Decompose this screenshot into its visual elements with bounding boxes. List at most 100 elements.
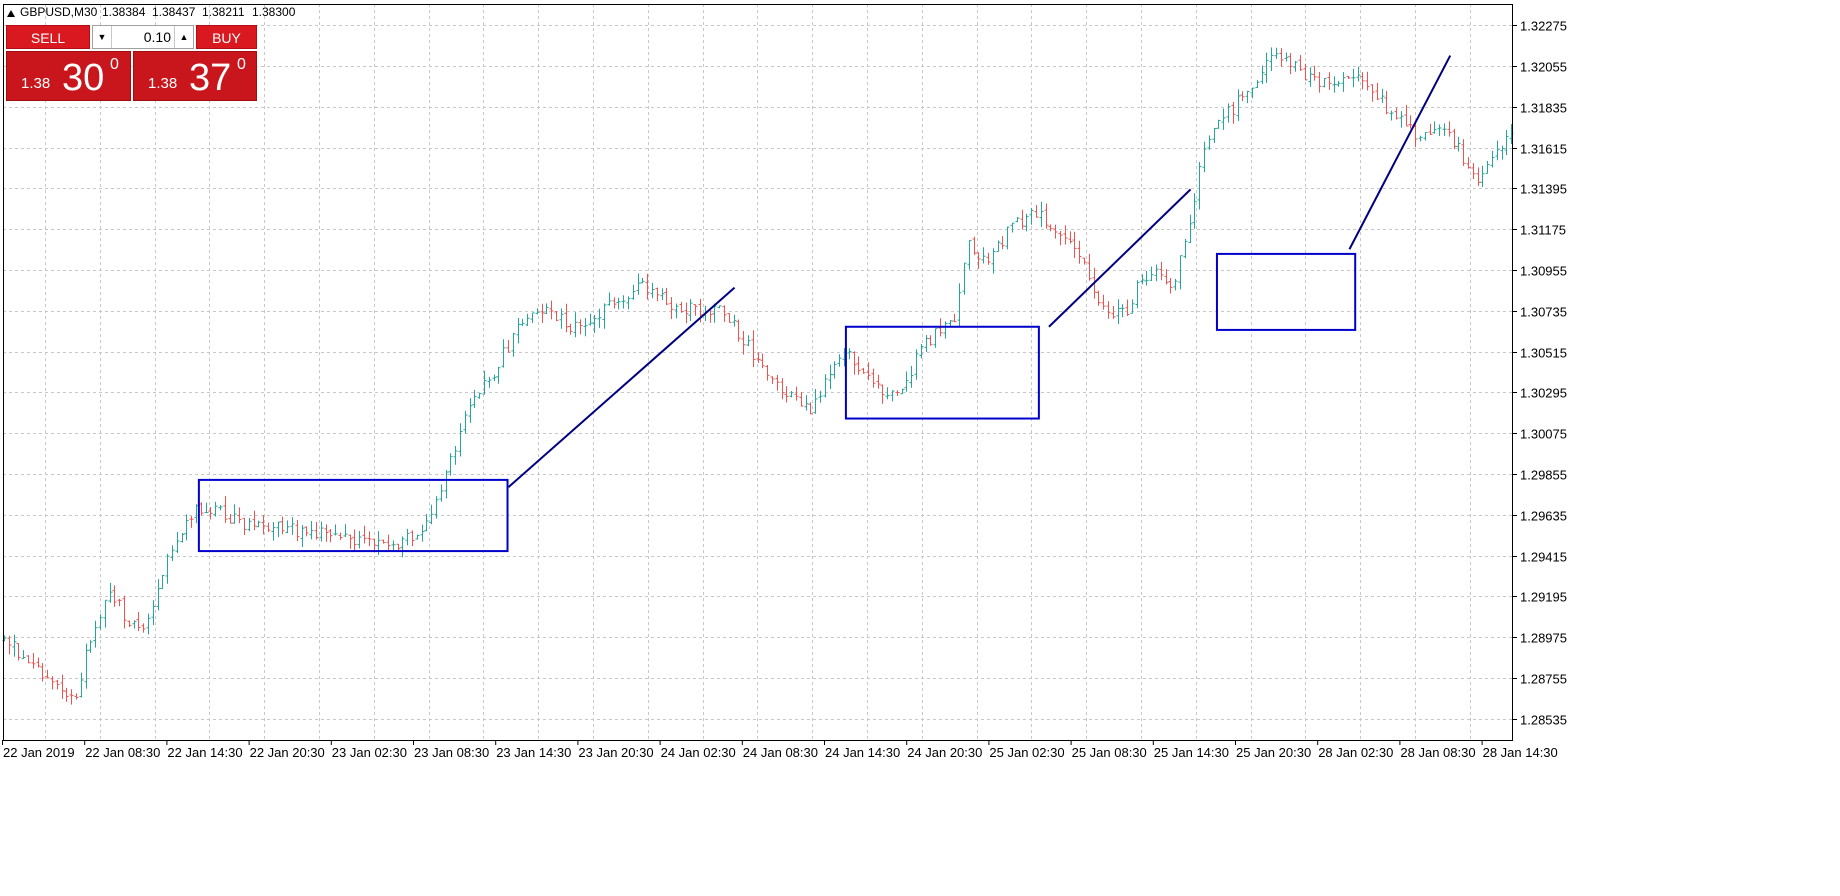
price-bar: [468, 398, 473, 423]
price-bar: [501, 339, 506, 368]
price-label: 1.31395: [1520, 182, 1567, 197]
price-bar: [1317, 71, 1322, 93]
sell-price-pips: 30: [62, 57, 105, 99]
price-bar: [948, 319, 953, 327]
price-bar: [261, 515, 266, 535]
price-bar: [69, 689, 74, 705]
price-bar: [1101, 294, 1106, 310]
price-bar: [1260, 65, 1265, 85]
price-bar: [1116, 299, 1121, 325]
price-label: 1.30295: [1520, 386, 1567, 401]
price-bar: [530, 312, 535, 323]
price-bar: [693, 304, 698, 316]
price-bar: [1360, 72, 1365, 90]
price-bar: [21, 650, 26, 660]
price-bar: [1173, 278, 1178, 291]
lot-size-input[interactable]: ▼ 0.10 ▲: [92, 25, 194, 49]
price-bar: [93, 620, 98, 648]
time-label: 24 Jan 08:30: [743, 745, 818, 760]
price-bar: [852, 351, 857, 375]
price-bar: [285, 520, 290, 534]
price-bar: [453, 446, 458, 465]
buy-button[interactable]: BUY: [196, 25, 257, 49]
price-bar: [1125, 299, 1130, 316]
price-bar: [890, 390, 895, 402]
drawing-objects[interactable]: [197, 55, 1452, 553]
price-bar: [103, 599, 108, 628]
trend-line[interactable]: [1048, 188, 1192, 328]
price-bar: [88, 640, 93, 653]
price-bar: [722, 305, 727, 322]
lot-increase-arrow-icon[interactable]: ▲: [174, 26, 193, 48]
price-bar: [1476, 167, 1481, 186]
price-bar: [655, 287, 660, 302]
consolidation-rectangle[interactable]: [844, 325, 1040, 420]
price-bar: [1365, 71, 1370, 91]
time-label: 28 Jan 14:30: [1483, 745, 1558, 760]
price-bar: [256, 520, 261, 528]
price-bar: [871, 368, 876, 388]
price-bar: [1135, 280, 1140, 309]
price-bar: [1341, 72, 1346, 92]
price-bar: [1423, 131, 1428, 141]
price-bar: [525, 313, 530, 327]
chart-frame: [3, 4, 1513, 741]
price-bar: [1197, 161, 1202, 210]
price-bar: [1063, 225, 1068, 245]
consolidation-rectangle[interactable]: [1215, 252, 1357, 331]
price-bar: [1188, 214, 1193, 244]
price-bar: [751, 330, 756, 368]
lot-decrease-arrow-icon[interactable]: ▼: [93, 26, 112, 48]
price-label: 1.31175: [1520, 223, 1566, 238]
time-label: 23 Jan 14:30: [496, 745, 571, 760]
price-bar: [60, 674, 65, 699]
price-bar: [775, 374, 780, 391]
price-bar: [45, 669, 50, 679]
price-axis: 1.32275 1.32055 1.31835 1.31615 1.31395 1.311…: [3, 4, 1567, 741]
price-bar: [823, 374, 828, 398]
price-bar: [717, 305, 722, 309]
price-bar: [1418, 135, 1423, 142]
price-bar: [904, 371, 909, 392]
price-bar: [367, 531, 372, 547]
price-bar: [1015, 216, 1020, 223]
price-bar: [290, 517, 295, 535]
trend-line[interactable]: [507, 286, 736, 488]
price-label: 1.30955: [1520, 264, 1567, 279]
price-bar: [1432, 121, 1437, 134]
sell-price-fraction: 0: [110, 56, 119, 73]
price-bar: [1269, 47, 1274, 72]
price-label: 1.30075: [1520, 427, 1567, 442]
sell-button[interactable]: SELL: [6, 25, 90, 49]
time-label: 24 Jan 14:30: [825, 745, 900, 760]
buy-price-quote[interactable]: 1.38 37 0: [133, 51, 257, 101]
sell-price-prefix: 1.38: [21, 75, 51, 92]
sell-price-quote[interactable]: 1.38 30 0: [6, 51, 131, 101]
price-bar: [924, 335, 929, 353]
price-bar: [1039, 201, 1044, 228]
grid-lines: [3, 4, 1512, 740]
lot-size-value[interactable]: 0.10: [143, 29, 171, 45]
price-bar: [496, 366, 501, 384]
price-bar: [122, 595, 127, 629]
price-bar: [328, 528, 333, 543]
price-bar: [1077, 240, 1082, 264]
price-bar: [1442, 123, 1447, 136]
price-bar: [362, 525, 367, 544]
price-bar: [1490, 150, 1495, 168]
price-bar: [607, 292, 612, 306]
price-bar: [1120, 304, 1125, 318]
price-bar: [895, 390, 900, 396]
price-bar: [1322, 77, 1327, 88]
consolidation-rectangle[interactable]: [197, 478, 509, 553]
price-bar: [1404, 104, 1409, 127]
price-bar: [847, 348, 852, 360]
price-bar: [1058, 231, 1063, 246]
symbol-label: GBPUSD,M30: [20, 5, 98, 19]
price-bar: [429, 504, 434, 525]
price-bar: [837, 354, 842, 367]
trend-line[interactable]: [1348, 55, 1452, 250]
price-bar: [808, 402, 813, 415]
price-bar: [1020, 209, 1025, 230]
